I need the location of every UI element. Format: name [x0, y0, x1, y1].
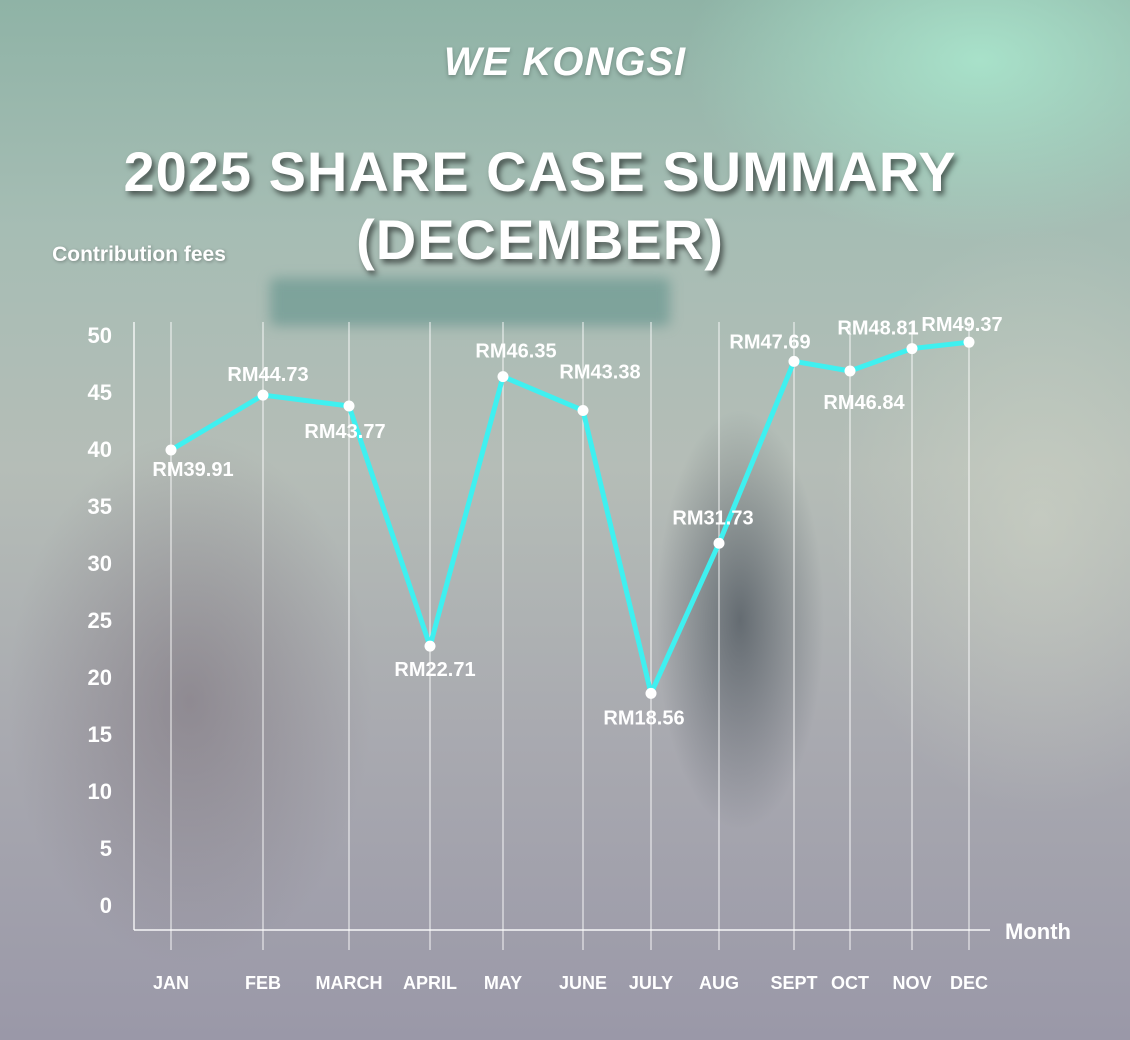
y-tick-0: 0: [100, 893, 112, 918]
y-tick-50: 50: [88, 323, 112, 348]
series-line: [168, 339, 972, 696]
x-tick-jan: JAN: [153, 973, 189, 993]
data-point-nov: [906, 343, 918, 355]
x-axis-label: Month: [1005, 919, 1071, 944]
y-axis-ticks: 0 5 10 15 20 25 30 35 40 45 50: [88, 323, 112, 918]
y-tick-40: 40: [88, 437, 112, 462]
y-tick-45: 45: [88, 380, 112, 405]
data-label-july: RM18.56: [603, 707, 684, 729]
data-point-sept: [788, 355, 800, 367]
data-point-july: [645, 687, 657, 699]
chart-title: 2025 SHARE CASE SUMMARY (DECEMBER): [0, 138, 1080, 274]
data-point-march: [343, 400, 355, 412]
x-tick-nov: NOV: [892, 973, 931, 993]
brand-logo: WE KONGSI: [443, 40, 687, 84]
x-tick-may: MAY: [484, 973, 522, 993]
data-point-feb: [257, 389, 269, 401]
y-tick-5: 5: [100, 836, 112, 861]
data-label-april: RM22.71: [394, 659, 475, 681]
x-tick-aug: AUG: [699, 973, 739, 993]
y-tick-35: 35: [88, 494, 112, 519]
data-label-jan: RM39.91: [152, 459, 233, 481]
y-tick-20: 20: [88, 665, 112, 690]
x-axis-categories: JAN FEB MARCH APRIL MAY JUNE JULY AUG SEPT OCT NOV…: [153, 973, 988, 993]
y-tick-10: 10: [88, 779, 112, 804]
data-point-may: [497, 371, 509, 383]
data-point-aug: [713, 537, 725, 549]
x-tick-march: MARCH: [316, 973, 383, 993]
x-tick-sept: SEPT: [770, 973, 817, 993]
data-labels: RM39.91 RM44.73 RM43.77 RM22.71 RM46.35RM43.…: [152, 314, 1002, 729]
y-tick-25: 25: [88, 608, 112, 633]
y-tick-30: 30: [88, 551, 112, 576]
data-markers: [165, 336, 975, 699]
x-tick-dec: DEC: [950, 973, 988, 993]
data-point-oct: [844, 365, 856, 377]
data-label-may: RM46.35: [475, 341, 556, 363]
data-label-sept: RM47.69: [729, 331, 810, 353]
grid-lines: [133, 322, 970, 950]
data-label-june: RM43.38: [559, 361, 640, 383]
y-axis-label: Contribution fees: [52, 243, 226, 266]
x-tick-july: JULY: [629, 973, 673, 993]
y-tick-15: 15: [88, 722, 112, 747]
x-tick-june: JUNE: [559, 973, 607, 993]
data-label-dec: RM49.37: [921, 314, 1002, 336]
data-point-june: [577, 404, 589, 416]
data-label-oct: RM46.84: [823, 392, 905, 414]
data-label-aug: RM31.73: [672, 507, 753, 529]
data-point-april: [424, 640, 436, 652]
x-tick-oct: OCT: [831, 973, 869, 993]
chart-title-line2: (DECEMBER): [356, 208, 724, 271]
data-label-march: RM43.77: [304, 421, 385, 443]
data-label-nov: RM48.81: [837, 318, 918, 340]
x-tick-feb: FEB: [245, 973, 281, 993]
background-sign-glow: [270, 278, 670, 326]
x-tick-april: APRIL: [403, 973, 457, 993]
data-label-feb: RM44.73: [227, 364, 308, 386]
data-point-jan: [165, 444, 177, 456]
chart-title-line1: 2025 SHARE CASE SUMMARY: [123, 140, 957, 203]
data-point-dec: [963, 336, 975, 348]
